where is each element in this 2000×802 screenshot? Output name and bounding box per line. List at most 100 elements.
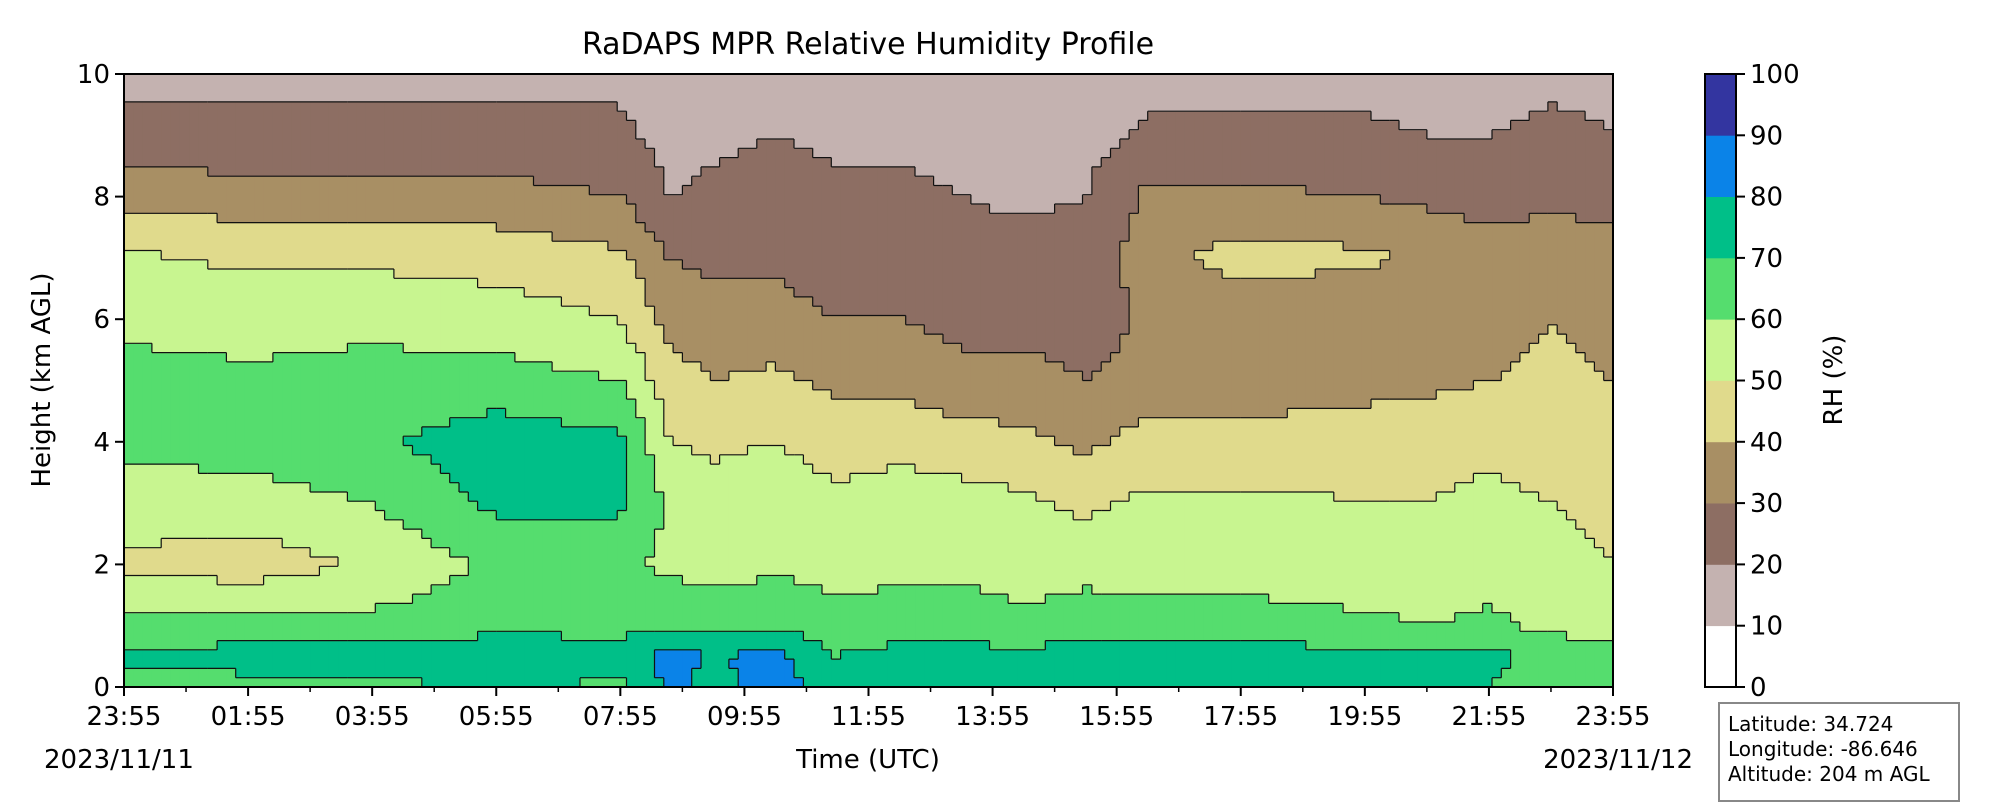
rh-cell xyxy=(375,74,386,103)
rh-cell xyxy=(1361,250,1372,270)
rh-cell xyxy=(300,176,311,224)
rh-cell xyxy=(1566,74,1577,112)
rh-cell xyxy=(533,361,544,419)
rh-cell xyxy=(254,101,265,177)
end-date: 2023/11/12 xyxy=(1543,745,1693,775)
rh-cell xyxy=(1026,352,1037,428)
rh-cell xyxy=(133,101,144,168)
rh-cell xyxy=(626,259,637,344)
rh-cell xyxy=(1129,594,1139,642)
rh-cell xyxy=(663,194,674,261)
rh-cell xyxy=(1547,213,1558,326)
rh-cell xyxy=(1352,74,1363,112)
rh-cell xyxy=(1352,250,1363,270)
rh-cell xyxy=(1203,594,1214,642)
rh-cell xyxy=(1454,612,1465,651)
rh-cell xyxy=(710,380,721,465)
rh-cell xyxy=(319,556,330,567)
rh-cell xyxy=(244,222,255,270)
rh-cell xyxy=(1603,222,1613,382)
rh-cell xyxy=(933,74,944,187)
rh-cell xyxy=(1361,501,1372,614)
rh-cell xyxy=(486,510,497,632)
rh-cell xyxy=(766,278,777,363)
rh-cell xyxy=(505,176,516,233)
rh-cell xyxy=(840,74,851,168)
rh-cell xyxy=(589,677,600,687)
rh-cell xyxy=(598,74,609,103)
rh-cell xyxy=(1436,621,1447,651)
rh-cell xyxy=(598,380,609,428)
rh-cell xyxy=(1464,139,1475,224)
rh-cell xyxy=(1324,603,1335,651)
rh-cell xyxy=(1110,148,1121,354)
colorbar-swatch xyxy=(1705,625,1736,688)
rh-cell xyxy=(607,315,618,382)
rh-cell xyxy=(710,631,721,687)
rh-cell xyxy=(1575,74,1586,112)
rh-cell xyxy=(1501,371,1512,484)
rh-cell xyxy=(942,584,953,642)
rh-cell xyxy=(412,101,423,177)
rh-cell xyxy=(1147,111,1158,187)
rh-cell xyxy=(347,101,358,177)
x-tick-label: 21:55 xyxy=(1451,702,1526,732)
rh-cell xyxy=(1082,380,1093,456)
rh-cell xyxy=(896,315,907,400)
rh-cell xyxy=(812,640,823,687)
rh-cell xyxy=(1138,640,1149,687)
rh-cell xyxy=(226,222,237,270)
rh-cell xyxy=(794,677,804,687)
rh-cell xyxy=(1129,213,1139,428)
rh-cell xyxy=(514,417,525,521)
rh-cell xyxy=(403,529,414,605)
rh-cell xyxy=(1212,74,1223,112)
rh-cell xyxy=(570,101,581,187)
rh-cell xyxy=(775,445,786,577)
rh-cell xyxy=(421,74,432,103)
rh-cell xyxy=(635,222,646,279)
rh-cell xyxy=(133,343,144,465)
rh-cell xyxy=(645,380,656,456)
rh-cell xyxy=(254,473,265,539)
rh-cell xyxy=(151,101,162,168)
rh-cell xyxy=(1408,74,1419,131)
rh-cell xyxy=(1240,241,1251,279)
rh-cell xyxy=(1436,491,1447,623)
rh-cell xyxy=(1287,408,1298,493)
rh-cell xyxy=(533,101,544,187)
rh-cell xyxy=(1324,241,1335,270)
rh-cell xyxy=(393,74,404,103)
rh-cell xyxy=(1119,287,1130,335)
rh-cell xyxy=(282,176,293,224)
rh-cell xyxy=(1482,603,1493,651)
rh-cell xyxy=(542,185,553,233)
rh-cell xyxy=(235,612,246,642)
rh-cell xyxy=(821,649,832,687)
rh-cell xyxy=(319,640,330,679)
rh-cell xyxy=(319,612,330,642)
rh-cell xyxy=(1426,649,1437,687)
rh-cell xyxy=(1426,213,1437,400)
rh-cell xyxy=(524,176,535,233)
rh-cell xyxy=(319,269,330,354)
rh-cell xyxy=(161,166,172,214)
rh-cell xyxy=(700,74,711,168)
rh-cell xyxy=(328,222,339,270)
rh-cell xyxy=(1268,278,1279,419)
rh-cell xyxy=(1482,222,1493,382)
rh-cell xyxy=(1333,269,1344,409)
rh-cell xyxy=(384,677,395,687)
rh-cell xyxy=(1259,594,1270,642)
rh-cell xyxy=(1166,417,1177,493)
rh-cell xyxy=(300,640,311,679)
rh-cell xyxy=(775,631,786,651)
rh-cell xyxy=(1510,222,1521,363)
rh-cell xyxy=(533,296,544,363)
rh-cell xyxy=(1008,603,1018,651)
rh-cell xyxy=(291,222,302,270)
rh-cell xyxy=(142,575,153,614)
rh-cell xyxy=(1259,185,1270,242)
rh-cell xyxy=(1594,371,1605,549)
rh-cell xyxy=(1389,399,1400,502)
